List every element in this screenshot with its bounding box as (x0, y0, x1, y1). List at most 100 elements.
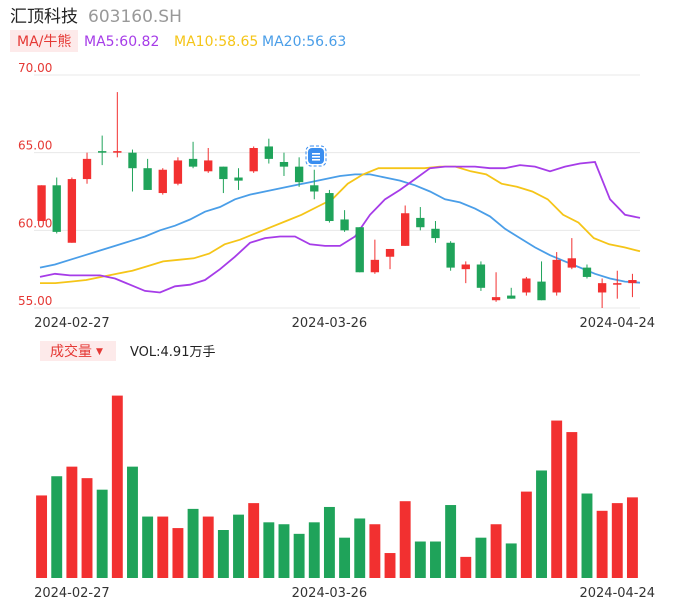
volume-series (36, 395, 638, 578)
date-label-volume: 2024-03-26 (292, 586, 368, 601)
candle (416, 207, 425, 231)
candle-body (476, 264, 486, 288)
candle-body (37, 185, 46, 222)
price-tick-label: 65.00 (18, 139, 52, 153)
candle (370, 239, 380, 274)
volume-bar (505, 543, 517, 578)
volume-bar (293, 533, 305, 578)
candle (234, 168, 243, 190)
ma5-line (39, 161, 641, 294)
ma5-legend: MA5:60.82 (84, 34, 159, 50)
candle (143, 158, 152, 190)
candle (567, 238, 576, 270)
candle (461, 261, 470, 284)
candle-body (401, 213, 410, 246)
volume-date-axis: 2024-02-27 2024-03-26 2024-04-24 (34, 586, 655, 601)
candle-body (325, 193, 334, 222)
candle (522, 276, 531, 296)
volume-bar (263, 522, 275, 578)
volume-bar (157, 516, 169, 578)
volume-bar (490, 524, 502, 578)
price-tick-label: 55.00 (18, 294, 52, 308)
volume-bar (611, 503, 623, 578)
candle (249, 146, 258, 173)
candle (552, 252, 561, 296)
candle-body (628, 280, 637, 284)
candle-body (461, 264, 470, 270)
candle-body (173, 160, 183, 184)
candle (98, 135, 107, 166)
volume-bar (233, 514, 244, 578)
volume-tag-background (40, 341, 116, 361)
candle (597, 278, 607, 308)
volume-bar (414, 541, 426, 578)
candle-body (82, 158, 92, 180)
drawing-tool-icon[interactable] (305, 145, 327, 167)
candle-body (188, 158, 198, 167)
volume-bar (308, 522, 320, 578)
candle (67, 177, 77, 243)
volume-bar (51, 476, 63, 578)
candle-body (522, 278, 531, 293)
volume-bar (581, 493, 593, 578)
ma-tag-label[interactable]: MA/牛熊 (17, 34, 71, 50)
date-label-price: 2024-04-24 (579, 316, 655, 331)
candle-body (567, 258, 576, 268)
candle-body (158, 169, 167, 194)
volume-bar (278, 524, 290, 578)
candle-body (385, 248, 395, 257)
candle (37, 185, 46, 222)
price-axis-ticks: 70.00 65.00 60.00 55.00 (18, 61, 52, 308)
volume-bar (127, 466, 138, 578)
ma20-legend: MA20:56.63 (262, 34, 346, 50)
candle (158, 168, 167, 195)
candle-body (355, 227, 364, 273)
volume-bar (399, 501, 411, 578)
price-date-axis: 2024-02-27 2024-03-26 2024-04-24 (34, 316, 655, 331)
volume-bar (202, 516, 214, 578)
volume-bar (460, 556, 472, 578)
volume-bar (566, 432, 578, 578)
volume-bar (596, 510, 608, 578)
candle (264, 138, 273, 164)
date-label-volume: 2024-02-27 (34, 586, 110, 601)
candle-body (552, 259, 561, 293)
volume-bar (536, 470, 547, 578)
candle (537, 261, 546, 301)
volume-value: VOL:4.91万手 (130, 345, 215, 360)
candle-body (279, 161, 289, 167)
candle (431, 221, 440, 243)
volume-tag-label[interactable]: 成交量 (50, 343, 92, 360)
date-label-price: 2024-02-27 (34, 316, 110, 331)
price-tick-label: 70.00 (18, 61, 52, 75)
candle-body (52, 185, 61, 232)
candle-body (98, 151, 107, 153)
candle (310, 169, 319, 200)
candle (476, 261, 486, 291)
candle-body (143, 168, 152, 190)
candle-body (597, 283, 607, 293)
volume-bar (96, 489, 108, 578)
volume-bar (111, 395, 123, 578)
candle (204, 148, 213, 173)
volume-bar (248, 503, 260, 578)
candle (279, 152, 289, 176)
candle (188, 141, 198, 169)
candle (446, 241, 455, 271)
ma20-line (39, 173, 641, 284)
candle (325, 189, 334, 223)
volume-bar (384, 553, 396, 578)
volume-bar (323, 506, 335, 578)
candle-body (537, 281, 546, 301)
candle (582, 264, 592, 279)
volume-bar (339, 537, 351, 578)
candle (340, 210, 349, 232)
candle (294, 157, 304, 187)
candle (128, 149, 137, 192)
stock-name: 汇顶科技 (10, 7, 78, 27)
candle (628, 273, 637, 298)
volume-tag-caret-icon[interactable]: ▼ (96, 347, 103, 357)
candle (113, 92, 122, 158)
candle-body (507, 295, 516, 299)
